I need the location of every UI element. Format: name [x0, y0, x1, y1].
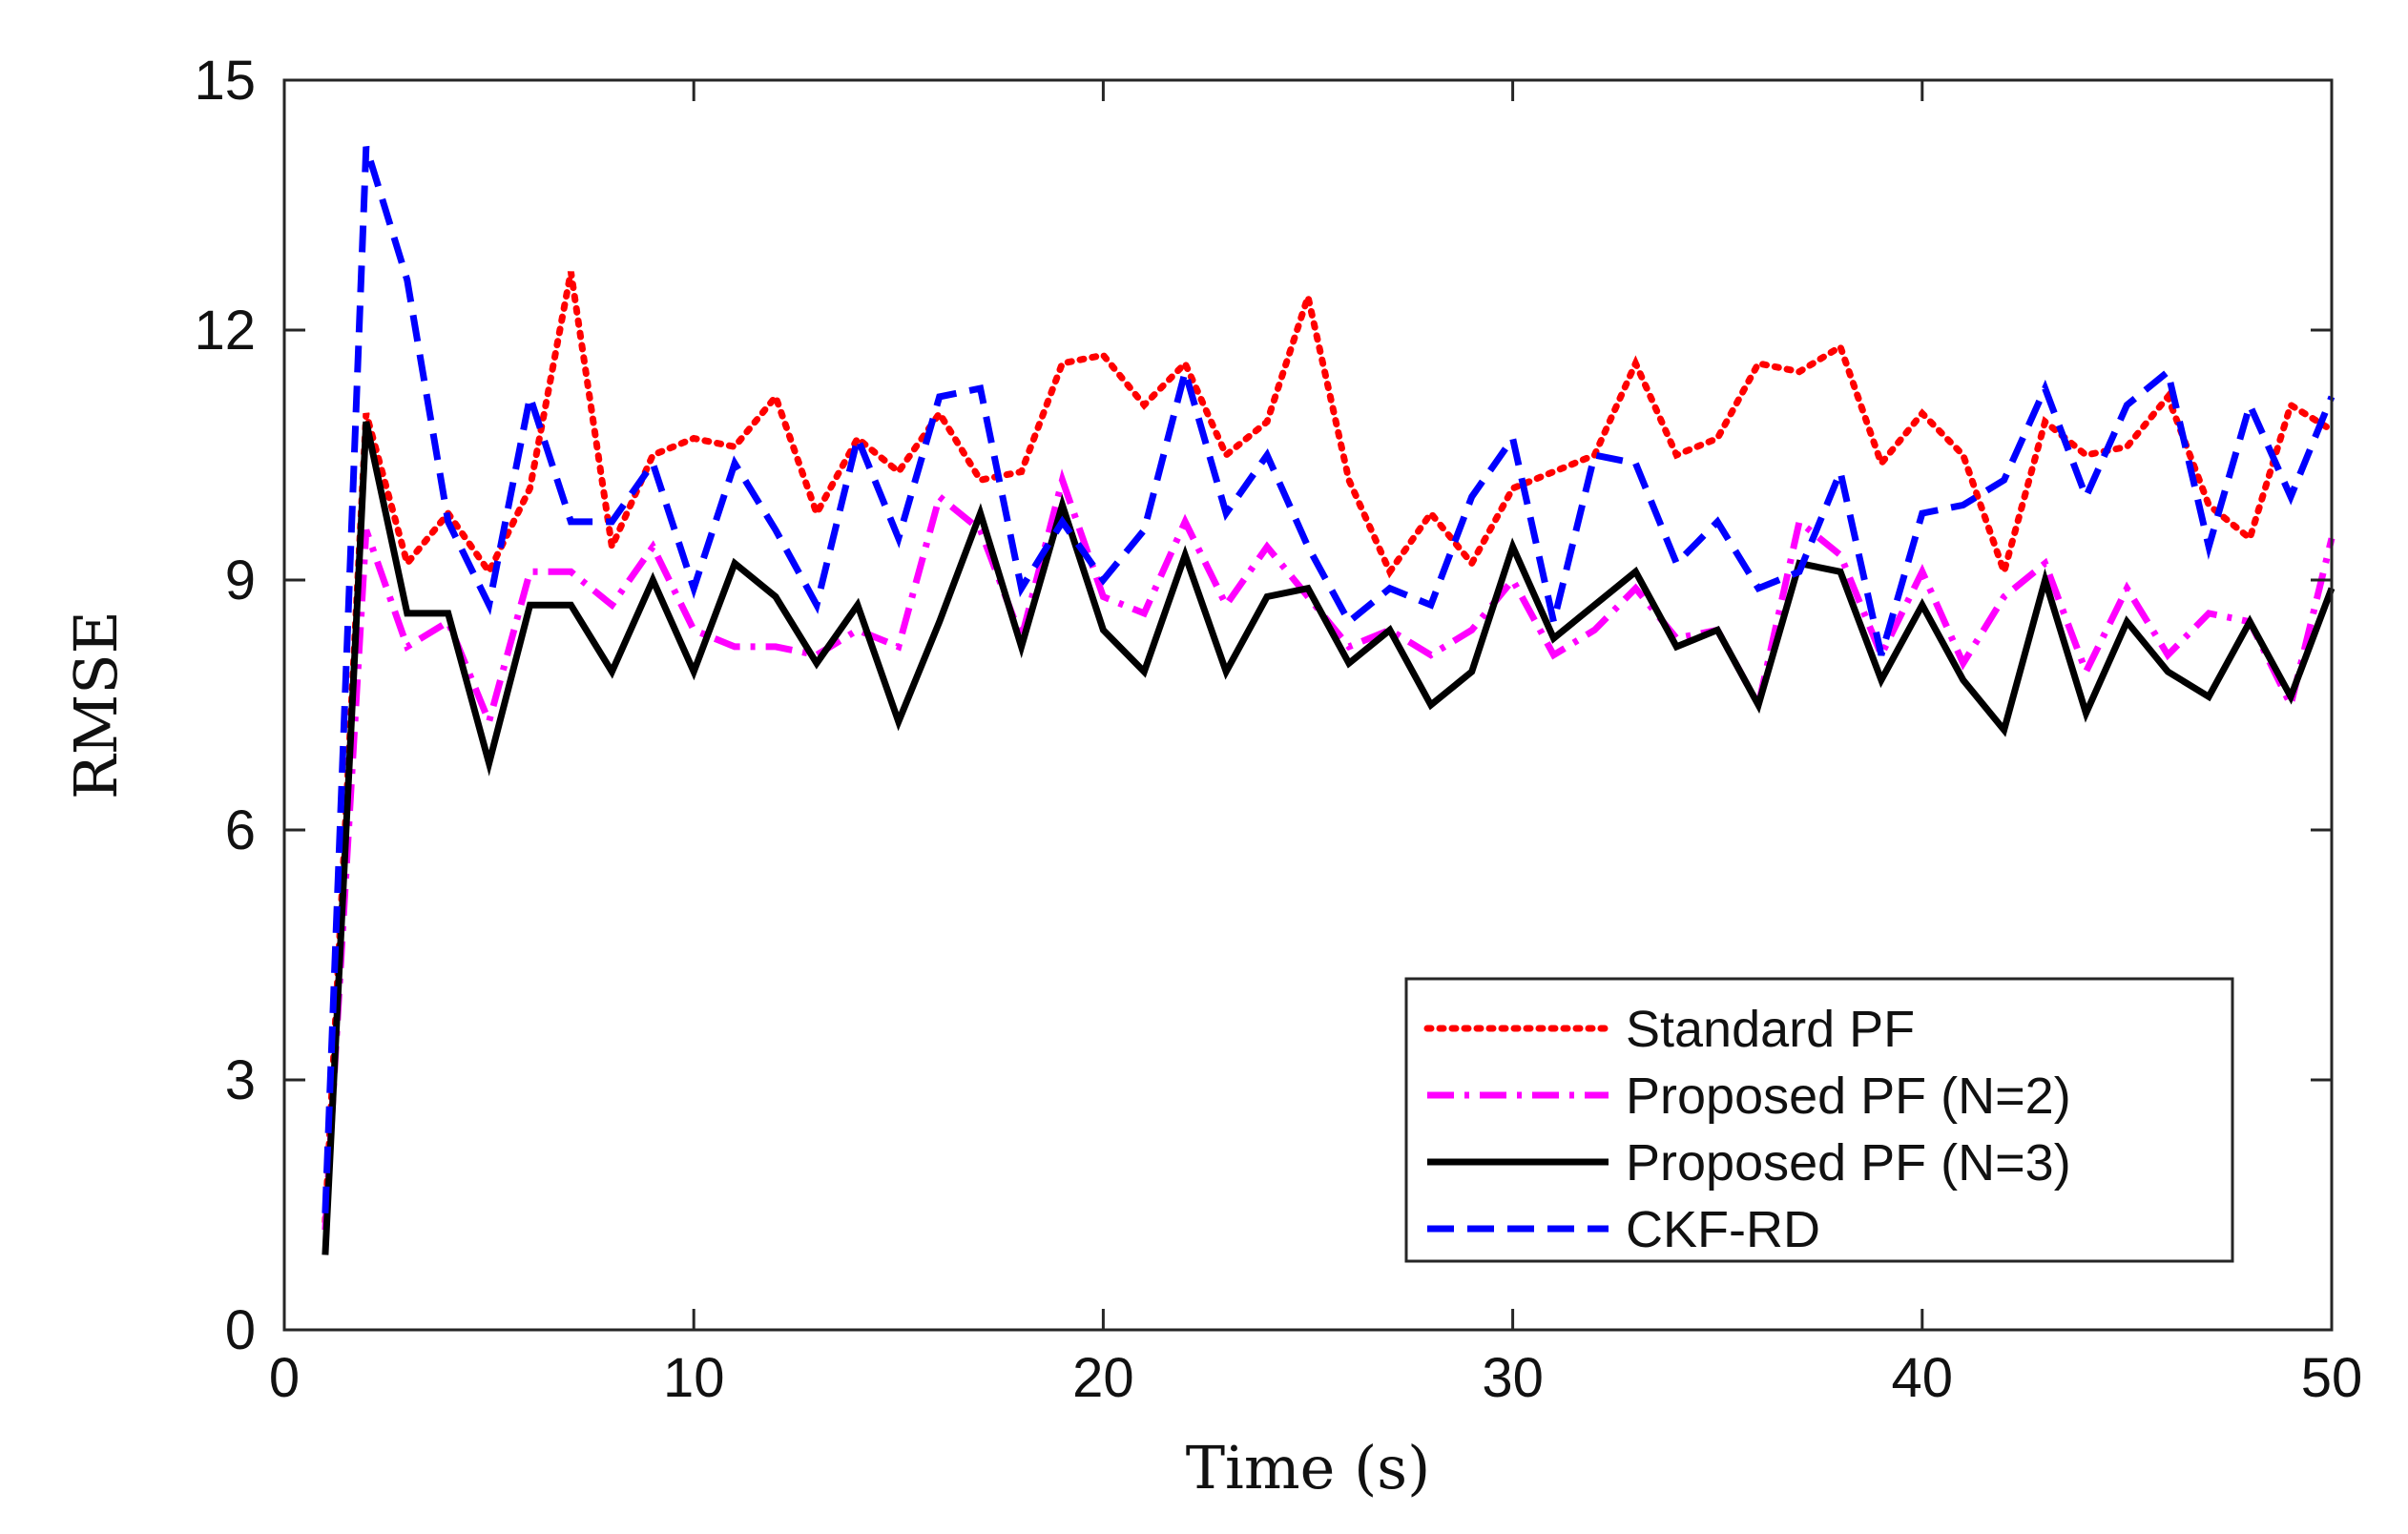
x-tick-label: 40	[1892, 1347, 1954, 1409]
y-tick-label: 6	[225, 799, 256, 861]
series-line-2	[322, 421, 2335, 1255]
legend-label-0: Standard PF	[1626, 1001, 1915, 1058]
y-tick-label: 0	[225, 1299, 256, 1361]
x-tick-label: 10	[663, 1347, 725, 1409]
y-tick-label: 3	[225, 1049, 256, 1111]
x-tick-label: 0	[269, 1347, 300, 1409]
x-axis-label: Time (s)	[1186, 1433, 1431, 1503]
ticks-layer: 0 10 20 30 40 50 0 3 6 9 12 15	[194, 50, 2362, 1409]
series-line-0	[322, 271, 2335, 1225]
legend-label-2: Proposed PF (N=3)	[1626, 1134, 2071, 1192]
y-axis-label: RMSE	[61, 611, 131, 799]
y-tick-label: 12	[194, 300, 256, 362]
y-tick-label: 15	[194, 50, 256, 112]
series-line-3	[322, 145, 2335, 1213]
y-tick-label: 9	[225, 549, 256, 612]
legend-label-1: Proposed PF (N=2)	[1626, 1068, 2071, 1125]
series-layer	[322, 145, 2335, 1255]
x-tick-label: 50	[2301, 1347, 2363, 1409]
legend: Standard PF Proposed PF (N=2) Proposed PF …	[1404, 977, 2234, 1263]
plot-frame	[282, 78, 2334, 1332]
x-tick-label: 20	[1072, 1347, 1134, 1409]
legend-label-3: CKF-RD	[1626, 1201, 1820, 1258]
x-tick-label: 30	[1482, 1347, 1544, 1409]
